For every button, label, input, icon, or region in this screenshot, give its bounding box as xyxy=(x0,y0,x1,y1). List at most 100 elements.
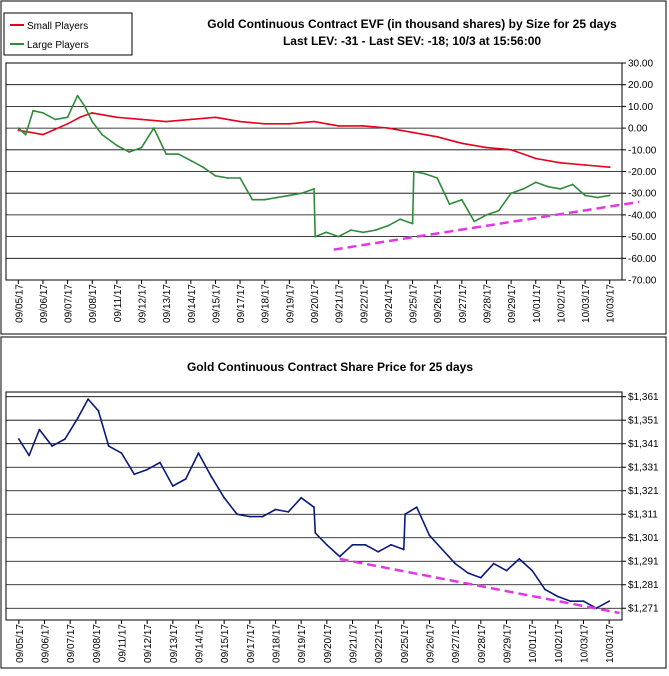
data-point xyxy=(28,454,30,457)
data-point xyxy=(97,409,100,412)
x-tick-label: 09/20/17 xyxy=(323,624,334,663)
y-tick-label: $1,301 xyxy=(628,533,659,544)
chart-subtitle: Last LEV: -31 - Last SEV: -18; 10/3 at 1… xyxy=(283,34,541,48)
data-point xyxy=(214,116,217,119)
y-tick-label: -40.00 xyxy=(628,210,657,221)
data-point xyxy=(608,166,611,169)
x-tick-label: 09/11/17 xyxy=(113,284,124,323)
x-tick-label: 10/03/17 xyxy=(580,624,591,663)
x-tick-label: 09/28/17 xyxy=(477,624,488,663)
y-tick-label: -20.00 xyxy=(628,167,657,178)
x-tick-label: 09/21/17 xyxy=(349,624,360,663)
data-point xyxy=(17,127,20,129)
x-tick-label: 10/01/17 xyxy=(528,624,539,663)
data-point xyxy=(531,569,534,572)
y-tick-label: $1,291 xyxy=(628,557,659,568)
data-point xyxy=(165,120,168,123)
data-point xyxy=(226,177,229,179)
y-tick-label: -50.00 xyxy=(628,232,657,243)
data-point xyxy=(559,188,562,190)
data-point xyxy=(300,496,303,499)
x-tick-label: 09/13/17 xyxy=(162,284,173,323)
data-point xyxy=(492,562,495,565)
y-tick-label: -10.00 xyxy=(628,145,657,156)
data-point xyxy=(571,183,574,186)
y-tick-label: 30.00 xyxy=(628,59,653,70)
data-point xyxy=(412,170,415,173)
data-point xyxy=(364,543,367,546)
data-point xyxy=(32,109,34,112)
y-tick-label: 20.00 xyxy=(628,80,653,91)
data-point xyxy=(337,125,340,127)
x-tick-label: 09/17/17 xyxy=(236,284,247,323)
data-point xyxy=(448,203,451,206)
data-point xyxy=(42,133,44,136)
data-point xyxy=(460,198,463,201)
series-line-1-0 xyxy=(18,398,610,610)
data-point xyxy=(608,194,611,197)
data-point xyxy=(202,166,205,169)
x-tick-label: 09/21/17 xyxy=(335,284,346,323)
x-tick-label: 09/12/17 xyxy=(143,624,154,663)
data-point xyxy=(402,548,405,551)
x-tick-label: 09/08/17 xyxy=(88,284,99,323)
x-tick-label: 09/05/17 xyxy=(14,284,25,323)
x-tick-label: 09/22/17 xyxy=(374,624,385,663)
data-point xyxy=(362,231,365,234)
data-point xyxy=(534,157,537,160)
x-tick-label: 09/11/17 xyxy=(118,624,129,663)
data-point xyxy=(87,398,89,400)
data-point xyxy=(140,118,143,121)
x-tick-label: 09/08/17 xyxy=(92,624,103,663)
data-point xyxy=(569,600,572,603)
data-point xyxy=(436,135,439,138)
data-point xyxy=(387,224,389,227)
data-point xyxy=(559,161,562,164)
bottom-panel-border xyxy=(0,336,667,669)
data-point xyxy=(210,475,213,478)
data-point xyxy=(24,133,27,136)
data-point xyxy=(428,534,431,537)
trendline xyxy=(333,200,640,251)
y-tick-label: $1,311 xyxy=(628,510,658,521)
data-point xyxy=(274,508,277,511)
x-tick-label: 09/26/17 xyxy=(426,624,437,663)
data-point xyxy=(325,231,328,234)
y-tick-label: 0.00 xyxy=(628,124,648,135)
y-tick-label: $1,321 xyxy=(628,486,659,497)
x-tick-label: 09/05/17 xyxy=(15,624,26,663)
data-point xyxy=(107,445,110,447)
x-tick-label: 10/02/17 xyxy=(554,624,565,663)
x-tick-label: 09/24/17 xyxy=(384,284,395,323)
data-point xyxy=(374,229,377,232)
data-point xyxy=(236,513,238,516)
x-tick-label: 09/20/17 xyxy=(310,284,321,323)
data-point xyxy=(325,543,328,546)
x-tick-label: 09/19/17 xyxy=(285,284,296,323)
data-point xyxy=(223,496,226,499)
data-point xyxy=(313,506,315,509)
data-point xyxy=(42,112,44,114)
y-tick-label: -60.00 xyxy=(628,254,657,265)
y-tick-label: 10.00 xyxy=(628,102,653,113)
data-point xyxy=(608,600,611,603)
x-tick-label: 09/13/17 xyxy=(169,624,180,663)
data-point xyxy=(189,118,192,121)
data-point xyxy=(140,146,143,149)
x-tick-label: 10/03/17 xyxy=(605,624,616,663)
data-point xyxy=(314,235,317,238)
x-tick-label: 10/02/17 xyxy=(556,284,567,323)
data-point xyxy=(66,122,69,125)
series-line-0-0 xyxy=(18,112,610,168)
data-point xyxy=(350,229,352,232)
data-point xyxy=(261,515,264,518)
data-point xyxy=(547,185,549,188)
data-point xyxy=(399,218,402,221)
x-tick-label: 09/15/17 xyxy=(211,284,222,323)
data-point xyxy=(390,543,392,546)
data-point xyxy=(77,417,79,419)
x-tick-label: 09/17/17 xyxy=(246,624,257,663)
data-point xyxy=(120,452,123,454)
